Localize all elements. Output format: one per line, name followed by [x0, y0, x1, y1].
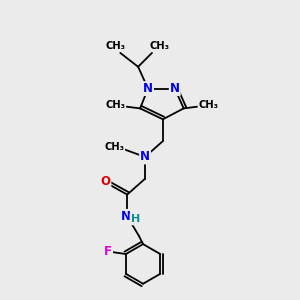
- Text: CH₃: CH₃: [105, 100, 125, 110]
- Text: N: N: [143, 82, 153, 95]
- Text: CH₃: CH₃: [150, 41, 170, 51]
- Text: O: O: [100, 175, 110, 188]
- Text: F: F: [104, 244, 112, 258]
- Text: CH₃: CH₃: [199, 100, 218, 110]
- Text: H: H: [130, 214, 140, 224]
- Text: N: N: [140, 150, 150, 164]
- Text: CH₃: CH₃: [104, 142, 124, 152]
- Text: CH₃: CH₃: [105, 41, 125, 51]
- Text: N: N: [170, 82, 180, 95]
- Text: N: N: [121, 210, 131, 223]
